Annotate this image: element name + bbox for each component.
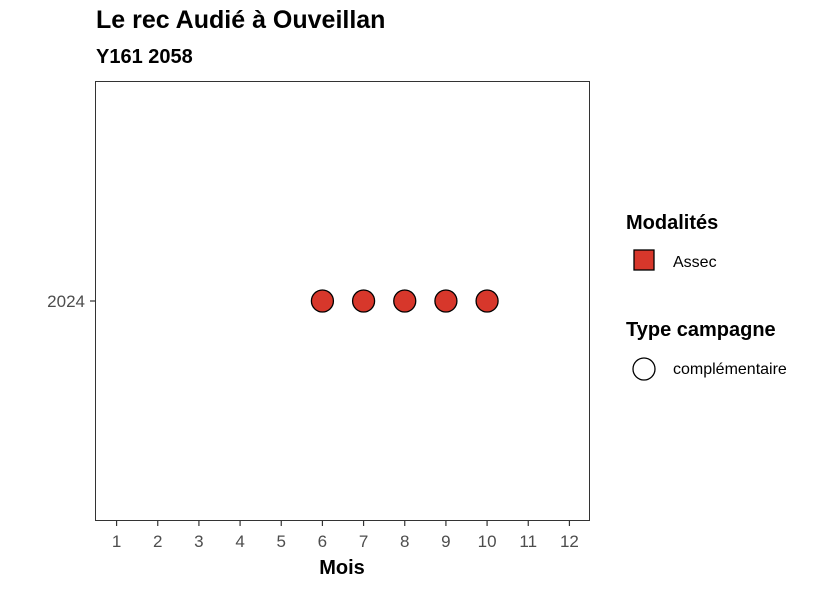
x-tick-label-3: 3 [194,532,203,551]
x-tick-label-9: 9 [441,532,450,551]
y-axis: 2024 [47,292,96,311]
x-axis-title: Mois [319,557,365,579]
legends: Modalités Assec Type campagne complémentair… [626,212,787,381]
x-axis: 1 2 3 4 5 6 7 8 9 10 11 12 [112,521,579,551]
x-tick-label-7: 7 [359,532,368,551]
legend-title-1: Type campagne [626,319,776,341]
legend-label-1-0: complémentaire [673,361,787,378]
x-tick-label-11: 11 [519,532,537,551]
data-points [310,289,499,313]
x-tick-label-12: 12 [560,532,579,551]
x-tick-label-1: 1 [112,532,121,551]
chart-title: Le rec Audié à Ouveillan [96,6,386,34]
y-tick-label-2024: 2024 [47,292,85,311]
legend-title-0: Modalités [626,212,718,234]
x-tick-label-8: 8 [400,532,409,551]
legend-label-0-0: Assec [673,254,717,271]
legend-key-circle [632,357,656,381]
plot-panel [95,81,590,521]
chart-subtitle: Y161 2058 [96,46,193,68]
data-point-month-8 [393,289,417,313]
legend-key-square [633,249,655,271]
x-tick-label-4: 4 [235,532,244,551]
data-point-month-7 [351,289,376,313]
x-tick-label-5: 5 [277,532,286,551]
data-point-month-10 [475,289,499,313]
data-point-month-9 [434,289,458,313]
x-tick-label-2: 2 [153,532,162,551]
data-point-month-6 [310,289,335,313]
x-tick-label-10: 10 [478,532,497,551]
x-tick-label-6: 6 [318,532,327,551]
